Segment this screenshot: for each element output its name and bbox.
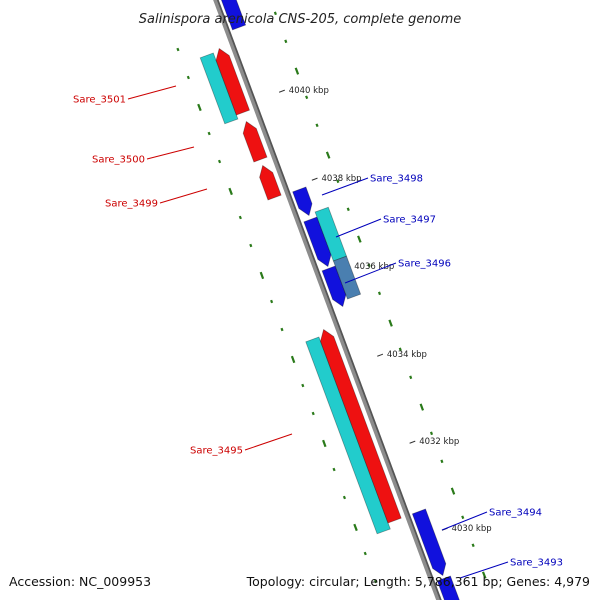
backbone-shadow	[215, 0, 442, 600]
gc-tick-right	[294, 67, 300, 75]
gc-tick-right	[336, 179, 340, 184]
label-sare-3495-leader	[244, 433, 293, 451]
gc-tick-right	[481, 571, 487, 579]
cog-box-sare-3501	[199, 52, 239, 125]
gc-tick-right	[357, 235, 362, 243]
gc-tick-right	[377, 291, 382, 296]
gc-tick-left	[176, 47, 180, 52]
gc-tick-left	[301, 383, 305, 388]
gc-tick-left	[197, 103, 202, 112]
label-sare-3493-leader	[459, 561, 509, 579]
scale-tick-label: 4032 kbp	[419, 437, 459, 447]
scale-tick	[311, 177, 318, 181]
label-sare-3501-leader	[127, 85, 177, 100]
gc-tick-right	[346, 207, 350, 212]
gc-tick-left	[259, 271, 265, 280]
genome-summary-text: Topology: circular; Length: 5,786,361 bp…	[246, 574, 590, 589]
gc-tick-left	[238, 215, 242, 220]
gc-tick-left	[280, 327, 284, 332]
gc-tick-left	[290, 355, 296, 364]
scale-tick-label: 4036 kbp	[354, 262, 394, 272]
gc-tick-right	[273, 11, 277, 16]
gc-tick-right	[461, 515, 465, 520]
gc-tick-right	[398, 347, 402, 352]
label-sare-3496: Sare_3496	[398, 259, 451, 270]
gene-arrow-sare-3498	[292, 186, 313, 217]
scale-tick-label: 4040 kbp	[289, 86, 329, 96]
scale-tick	[377, 353, 384, 357]
gc-tick-right	[305, 95, 309, 100]
gc-tick-right	[284, 39, 288, 44]
gc-tick-right	[325, 151, 331, 159]
gene-arrow-sare-3499	[259, 164, 282, 201]
gc-tick-left	[207, 131, 211, 136]
label-sare-3500-leader	[146, 146, 195, 160]
scale-tick-label: 4034 kbp	[387, 350, 427, 360]
label-sare-3494-leader	[441, 511, 488, 531]
scale-tick	[409, 440, 416, 444]
gc-tick-right	[388, 319, 393, 327]
label-sare-3493: Sare_3493	[510, 558, 563, 569]
gc-tick-left	[228, 187, 233, 196]
gc-tick-left	[322, 439, 327, 448]
scale-tick-label: 4030 kbp	[452, 524, 492, 534]
label-sare-3494: Sare_3494	[489, 508, 542, 519]
cog-box-sare-3496	[332, 255, 362, 300]
gene-arrow-top-partial	[220, 0, 247, 31]
gene-arrow-sare-3493	[436, 575, 460, 600]
backbone-layer: 4040 kbp 4038 kbp 4036 kbp 4034 kbp 4032 kbp…	[213, 0, 492, 600]
label-sare-3499-leader	[159, 188, 208, 204]
gc-tick-left	[186, 75, 190, 80]
gene-arrow-sare-3501	[215, 47, 251, 116]
gc-tick-left	[374, 579, 378, 584]
gc-tick-right	[450, 487, 456, 495]
gc-tick-left	[249, 243, 253, 248]
label-sare-3498-leader	[321, 177, 369, 196]
gc-tick-right	[429, 431, 434, 436]
gc-tick-right	[419, 403, 425, 411]
gene-arrow-sare-3496	[321, 265, 347, 308]
gene-arrow-sare-3495	[320, 328, 402, 524]
label-sare-3499: Sare_3499	[105, 199, 158, 210]
gene-arrow-sare-3494	[411, 508, 447, 577]
map-title: Salinispora arenicola CNS-205, complete …	[139, 12, 461, 27]
label-sare-3497-leader	[335, 218, 382, 238]
labels-layer: Sare_3501 Sare_3500 Sare_3499 Sare_3495 Sare…	[73, 85, 563, 579]
gene-arrow-sare-3500	[242, 120, 268, 163]
scale-tick	[278, 89, 285, 93]
label-sare-3496-leader	[344, 262, 397, 284]
backbone-line	[213, 0, 440, 600]
label-sare-3498: Sare_3498	[370, 174, 423, 185]
label-sare-3495: Sare_3495	[190, 446, 243, 457]
gc-tick-left	[353, 523, 358, 532]
label-sare-3497: Sare_3497	[383, 215, 436, 226]
scale-tick-label: 4038 kbp	[322, 174, 362, 184]
gc-tick-right	[315, 123, 319, 128]
label-sare-3500: Sare_3500	[92, 155, 145, 166]
genes-layer	[199, 0, 460, 600]
accession-text: Accession: NC_009953	[9, 574, 151, 589]
gc-tick-right	[471, 543, 475, 548]
gc-tick-left	[363, 551, 367, 556]
label-sare-3501: Sare_3501	[73, 95, 126, 106]
gc-tick-left	[332, 467, 336, 472]
gc-tick-right	[367, 263, 371, 268]
gene-arrow-sare-3497	[303, 216, 332, 268]
gc-tick-left	[342, 495, 347, 500]
gc-tick-left	[217, 159, 222, 164]
gc-tick-right	[409, 375, 413, 380]
gc-tick-left	[311, 411, 315, 416]
gc-tick-right	[440, 459, 444, 464]
gc-tick-left	[270, 299, 274, 304]
gc-content-track	[176, 11, 487, 584]
